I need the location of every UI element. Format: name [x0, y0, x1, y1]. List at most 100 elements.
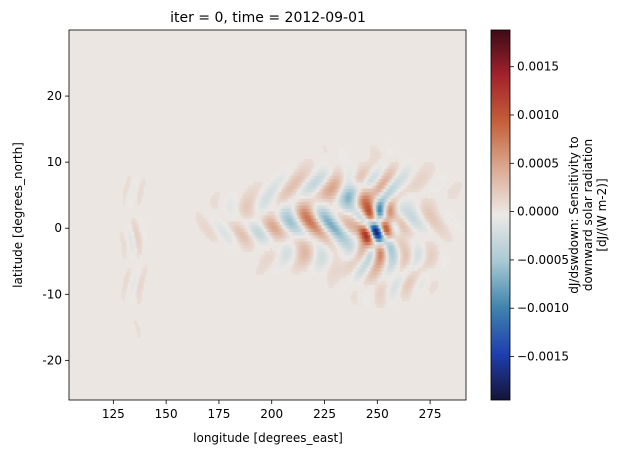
- heatmap-cell: [281, 251, 284, 256]
- heatmap-cell: [129, 284, 132, 289]
- heatmap-cell: [325, 228, 328, 232]
- heatmap-cell: [419, 185, 421, 189]
- heatmap-cell: [195, 211, 198, 216]
- heatmap-cell: [309, 158, 312, 163]
- heatmap-cell: [362, 264, 364, 269]
- heatmap-cell: [251, 228, 254, 232]
- heatmap-cell: [278, 221, 281, 226]
- heatmap-cell: [298, 178, 301, 183]
- heatmap-cell: [254, 228, 257, 232]
- heatmap-cell: [379, 271, 382, 275]
- heatmap-cell: [323, 168, 326, 173]
- heatmap-cell: [319, 198, 322, 203]
- heatmap-cell: [327, 205, 330, 209]
- heatmap-cell: [308, 178, 311, 183]
- heatmap-cell: [349, 208, 352, 213]
- heatmap-cell: [336, 205, 339, 209]
- heatmap-cell: [406, 195, 409, 199]
- heatmap-cell: [352, 244, 355, 249]
- heatmap-cell: [122, 201, 125, 206]
- heatmap-cell: [297, 195, 300, 199]
- heatmap-cell: [426, 162, 429, 166]
- heatmap-cell: [227, 241, 230, 246]
- heatmap-cell: [387, 165, 390, 170]
- heatmap-cell: [273, 234, 276, 239]
- heatmap-cell: [297, 224, 300, 229]
- heatmap-cell: [319, 215, 322, 219]
- heatmap-cell: [137, 330, 140, 335]
- heatmap-cell: [409, 165, 412, 170]
- heatmap-cell: [390, 218, 393, 222]
- heatmap-cell: [308, 261, 311, 265]
- heatmap-cell: [395, 277, 398, 282]
- heatmap-cell: [398, 277, 401, 282]
- heatmap-cell: [202, 228, 205, 232]
- heatmap-cell: [392, 238, 395, 242]
- heatmap-cell: [422, 248, 425, 252]
- heatmap-cell: [415, 188, 418, 193]
- heatmap-cell: [330, 274, 333, 279]
- heatmap-cell: [382, 274, 385, 279]
- heatmap-cell: [388, 175, 391, 180]
- heatmap-cell: [426, 165, 429, 170]
- heatmap-cell: [300, 175, 303, 180]
- heatmap-cell: [282, 195, 285, 199]
- heatmap-cell: [314, 261, 317, 265]
- heatmap-cell: [227, 205, 230, 209]
- heatmap-cell: [271, 254, 274, 259]
- heatmap-cell: [373, 281, 376, 285]
- heatmap-cell: [127, 294, 130, 298]
- heatmap-cell: [222, 231, 225, 236]
- heatmap-cell: [338, 178, 341, 183]
- heatmap-cell: [420, 290, 423, 295]
- heatmap-cell: [295, 168, 298, 173]
- heatmap-cell: [276, 224, 279, 229]
- heatmap-cell: [346, 254, 349, 259]
- heatmap-cell: [341, 191, 344, 196]
- heatmap-cell: [254, 181, 257, 186]
- heatmap-cell: [333, 234, 336, 239]
- heatmap-cell: [287, 254, 290, 259]
- heatmap-cell: [140, 195, 143, 199]
- heatmap-cell: [434, 218, 437, 222]
- heatmap-cell: [292, 218, 295, 222]
- heatmap-cell: [398, 231, 401, 236]
- heatmap-cell: [140, 188, 143, 193]
- heatmap-cell: [369, 172, 372, 176]
- heatmap-cell: [379, 257, 382, 262]
- heatmap-cell: [287, 201, 290, 206]
- heatmap-cell: [401, 165, 404, 170]
- heatmap-cell: [419, 175, 421, 180]
- heatmap-cell: [409, 168, 412, 173]
- heatmap-cell: [213, 215, 216, 219]
- heatmap-cell: [449, 191, 452, 196]
- heatmap-cell: [300, 188, 303, 193]
- heatmap-cell: [317, 221, 320, 226]
- heatmap-cell: [328, 198, 331, 203]
- heatmap-cell: [347, 165, 350, 170]
- heatmap-cell: [414, 181, 417, 186]
- heatmap-cell: [388, 172, 391, 176]
- heatmap-cell: [308, 248, 311, 252]
- heatmap-cell: [401, 264, 404, 269]
- heatmap-cell: [403, 248, 406, 252]
- heatmap-cell: [319, 231, 322, 236]
- heatmap-cell: [395, 218, 398, 222]
- heatmap-cell: [387, 238, 390, 242]
- heatmap-cell: [322, 271, 325, 275]
- heatmap-cell: [265, 254, 268, 259]
- heatmap-cell: [268, 181, 271, 186]
- heatmap-cell: [411, 277, 414, 282]
- heatmap-cell: [141, 231, 144, 236]
- heatmap-cell: [393, 218, 396, 222]
- heatmap-cell: [407, 248, 410, 252]
- heatmap-cell: [422, 257, 425, 262]
- heatmap-cell: [420, 251, 423, 256]
- heatmap-cell: [330, 185, 333, 189]
- heatmap-cell: [344, 168, 347, 173]
- heatmap-cell: [404, 261, 407, 265]
- heatmap-cell: [373, 254, 376, 259]
- heatmap-cell: [409, 244, 412, 249]
- heatmap-cell: [216, 201, 219, 206]
- heatmap-cell: [314, 224, 317, 229]
